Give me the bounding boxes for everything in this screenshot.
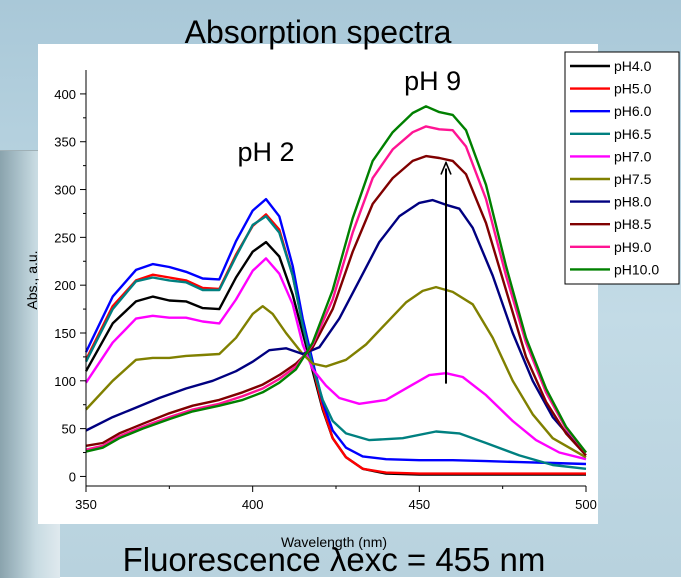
legend: pH4.0 pH5.0 pH6.0 pH6.5 pH7.0 pH7.5 pH8.0 pH8.5…	[564, 51, 680, 285]
y-tick-label: 250	[54, 230, 76, 245]
legend-entry: pH8.5	[614, 216, 652, 232]
x-tick-label: 500	[575, 497, 597, 512]
annotations: pH 2 pH 9	[237, 66, 461, 167]
chart-title: Absorption spectra	[185, 14, 452, 50]
footer-text: Fluorescence λexc = 455 nm	[123, 541, 546, 577]
legend-entry: pH7.5	[614, 171, 652, 187]
y-tick-label: 400	[54, 87, 76, 102]
legend-box	[564, 51, 680, 285]
y-tick-label: 300	[54, 183, 76, 198]
legend-entry: pH10.0	[614, 261, 659, 277]
legend-entry: pH9.0	[614, 239, 652, 255]
legend-entry: pH6.5	[614, 126, 652, 142]
series-line-pH8.0	[85, 198, 587, 454]
series-line-pH10.0	[85, 105, 587, 454]
series-lines	[84, 105, 587, 476]
y-tick-label: 150	[54, 326, 76, 341]
y-tick-label: 200	[54, 278, 76, 293]
x-tick-label: 400	[242, 497, 264, 512]
x-tick-label: 450	[408, 497, 430, 512]
legend-entry: pH4.0	[614, 58, 652, 74]
y-tick-label: 0	[69, 469, 76, 484]
series-line-pH9.0	[85, 125, 587, 454]
legend-entry: pH6.0	[614, 103, 652, 119]
legend-entry: pH7.0	[614, 148, 652, 164]
x-axis-label: Wavelength (nm)	[281, 534, 387, 550]
series-line-pH7.5	[85, 285, 587, 459]
annotation-label: pH 2	[237, 137, 294, 167]
series-line-pH6.5	[84, 215, 587, 470]
annotation-label: pH 9	[404, 66, 461, 96]
axes: 350 400 450 500 0 50 100 150 200 250 300 350 400	[54, 70, 597, 512]
y-tick-label: 350	[54, 135, 76, 150]
legend-entry: pH5.0	[614, 81, 652, 97]
x-tick-label: 350	[75, 497, 97, 512]
series-line-pH7.0	[85, 257, 587, 461]
series-line-pH6.0	[84, 197, 587, 466]
y-axis-label: Abs., a.u.	[24, 250, 40, 309]
y-tick-label: 100	[54, 374, 76, 389]
series-line-pH8.5	[85, 154, 587, 457]
y-tick-label: 50	[62, 422, 76, 437]
legend-entry: pH8.0	[614, 194, 652, 210]
